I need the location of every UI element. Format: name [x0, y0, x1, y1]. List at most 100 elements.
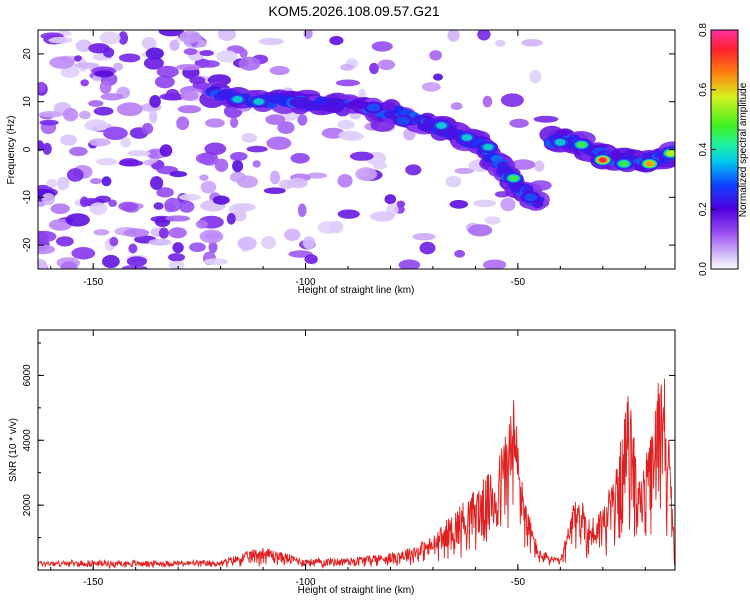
spectrogram-blob: [80, 79, 89, 87]
spectrogram-blob: [495, 39, 506, 47]
spectrogram-blob: [269, 65, 290, 76]
spectrogram-blob: [265, 114, 286, 125]
spectrogram-blob: [329, 220, 344, 234]
snr-xlabel: Height of straight line (km): [298, 585, 415, 596]
spectrogram-blob: [179, 200, 195, 213]
spectrogram-xlabel: Height of straight line (km): [298, 285, 415, 296]
spectrogram-blob: [118, 31, 129, 45]
spectrogram-blob: [216, 50, 238, 63]
snr-xtick-label: -100: [296, 577, 316, 588]
spectrogram-blob: [38, 259, 47, 269]
spectrogram-blob: [236, 175, 258, 189]
spectrogram-blob: [370, 211, 395, 222]
spectrogram-blob: [172, 242, 184, 254]
colorbar-tick-label: 0.0: [698, 262, 709, 276]
spectrogram-blob: [377, 59, 396, 71]
spectrogram-blob: [598, 157, 607, 163]
spectrogram-blob: [183, 48, 198, 55]
spectrogram-blob: [412, 233, 436, 241]
spectrogram-blob: [304, 254, 318, 264]
spectrogram-blob: [74, 55, 83, 62]
spectrogram-blob: [93, 229, 110, 236]
spectrogram-blob: [176, 63, 201, 71]
spectrogram-blob: [524, 193, 538, 202]
spectrogram-blob: [176, 116, 190, 130]
spectrogram-blob: [121, 265, 148, 269]
spectrogram-blob: [269, 170, 281, 185]
spectrogram-blob: [449, 199, 469, 209]
snr-series-line: [38, 378, 675, 569]
spectrogram-blob: [232, 96, 243, 103]
spectrogram-blob: [253, 98, 265, 105]
spectrogram-blob: [208, 241, 218, 254]
spectrogram-blob: [576, 141, 587, 148]
snr-panel: -150 -100 -50 2000 4000 6000 Height of straig…: [8, 329, 676, 596]
spectrogram-blob: [56, 176, 70, 191]
spectrogram-blob: [263, 187, 286, 194]
spectrogram-blob: [163, 93, 185, 101]
spectrogram-blob: [159, 144, 173, 157]
colorbar-tick-label: 0.2: [698, 202, 709, 216]
spectrogram-blob: [100, 93, 124, 101]
spectrogram-blob: [178, 193, 201, 201]
spectrogram-blob: [429, 50, 442, 61]
colorbar-tick-label: 0.6: [698, 82, 709, 96]
colorbar: 0.0 0.2 0.4 0.6 0.8 Normalized spectral ampl…: [698, 23, 749, 276]
snr-ytick-label: 6000: [22, 364, 33, 387]
spectrogram-blob: [150, 176, 164, 190]
spectrogram-blob: [205, 118, 225, 128]
spectrogram-ytick-label: 0: [22, 146, 33, 152]
colorbar-label: Normalized spectral amplitude: [738, 82, 749, 217]
spectrogram-blob: [482, 95, 493, 108]
spectrogram-blob: [168, 260, 185, 269]
spectrogram-blob: [371, 41, 393, 52]
spectrogram-blob: [200, 180, 217, 194]
spectrogram-blob: [50, 203, 70, 214]
spectrogram-blob: [484, 216, 501, 225]
spectrogram-blob: [96, 158, 118, 166]
spectrogram-blob: [156, 65, 179, 78]
spectrogram-blob: [277, 121, 295, 134]
spectrogram-blob: [337, 174, 353, 188]
spectrogram-blob: [508, 175, 519, 182]
spectrogram-blob: [164, 197, 182, 212]
spectrogram-blob: [38, 111, 63, 118]
spectrogram-blob: [335, 79, 360, 87]
spectrogram-blob: [126, 256, 147, 267]
spectrogram-blob: [149, 95, 161, 108]
spectrogram-blob: [258, 37, 284, 46]
spectrogram-blob: [337, 119, 355, 130]
spectrogram-blob: [89, 138, 111, 147]
spectrogram-blob: [355, 167, 378, 182]
spectrogram-blob: [398, 259, 421, 269]
spectrogram-blob: [109, 236, 119, 247]
spectrogram-blob: [78, 110, 91, 120]
spectrogram-blob: [372, 162, 387, 170]
spectrogram-blob: [39, 119, 59, 126]
spectrogram-blob: [66, 168, 84, 182]
spectrogram-blob: [396, 116, 410, 125]
spectrogram-blob: [337, 209, 360, 219]
spectrogram-blob: [290, 153, 310, 164]
spectrogram-blob: [109, 126, 119, 140]
spectrogram-blob: [60, 66, 80, 78]
spectrogram-blob: [38, 230, 49, 244]
spectrogram-blob: [329, 35, 344, 46]
spectrogram-blob: [534, 160, 545, 172]
spectrogram-blob: [473, 199, 497, 207]
spectrogram-blob: [169, 171, 188, 178]
spectrogram-blob: [189, 76, 206, 85]
spectrogram-blob: [123, 228, 150, 238]
spectrogram-blob: [60, 134, 77, 146]
spectrogram-blob: [49, 56, 75, 69]
spectrogram-blob: [419, 241, 436, 255]
spectrogram-blob: [445, 175, 462, 188]
spectrogram-blob: [48, 36, 73, 44]
spectrogram-blob: [238, 56, 261, 71]
spectrogram-blob: [113, 62, 124, 71]
spectrogram-blob: [165, 215, 191, 222]
spectrogram-blob: [232, 159, 244, 173]
spectrogram-blob: [555, 139, 566, 146]
spectrogram-blob: [153, 202, 164, 210]
spectrogram-blob: [148, 238, 172, 246]
